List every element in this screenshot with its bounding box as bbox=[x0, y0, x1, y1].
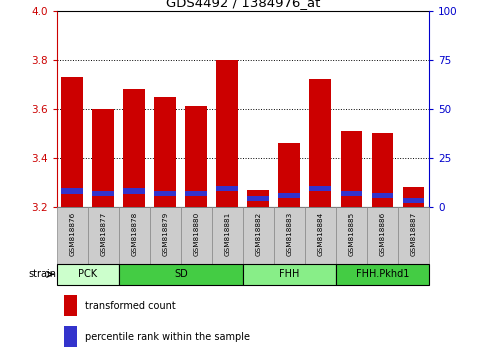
Bar bbox=[57, 207, 88, 264]
Text: percentile rank within the sample: percentile rank within the sample bbox=[85, 332, 249, 342]
Bar bbox=[61, 188, 83, 194]
Title: GDS4492 / 1384976_at: GDS4492 / 1384976_at bbox=[166, 0, 320, 10]
Text: FHH.Pkhd1: FHH.Pkhd1 bbox=[355, 269, 409, 279]
Text: GSM818884: GSM818884 bbox=[317, 212, 323, 256]
Bar bbox=[64, 326, 77, 347]
Bar bbox=[61, 77, 83, 207]
Bar bbox=[154, 191, 176, 196]
Bar bbox=[341, 131, 362, 207]
Bar bbox=[336, 207, 367, 264]
Bar bbox=[92, 109, 114, 207]
Bar bbox=[123, 89, 145, 207]
Text: PCK: PCK bbox=[78, 269, 97, 279]
Bar bbox=[123, 188, 145, 194]
Bar bbox=[181, 207, 212, 264]
Bar bbox=[274, 207, 305, 264]
Bar bbox=[279, 193, 300, 199]
Text: GSM818881: GSM818881 bbox=[224, 212, 230, 256]
Bar bbox=[185, 107, 207, 207]
Bar bbox=[212, 207, 243, 264]
Bar bbox=[247, 190, 269, 207]
Bar bbox=[367, 207, 398, 264]
Text: GSM818882: GSM818882 bbox=[255, 212, 261, 256]
Text: transformed count: transformed count bbox=[85, 301, 176, 311]
Text: SD: SD bbox=[174, 269, 188, 279]
Bar bbox=[216, 186, 238, 191]
Bar bbox=[305, 207, 336, 264]
Bar bbox=[247, 195, 269, 201]
Bar bbox=[310, 186, 331, 191]
Text: GSM818885: GSM818885 bbox=[349, 212, 354, 256]
Bar bbox=[403, 188, 424, 207]
Bar bbox=[279, 143, 300, 207]
Bar bbox=[403, 198, 424, 204]
Bar bbox=[341, 191, 362, 196]
Bar bbox=[372, 133, 393, 207]
Text: GSM818883: GSM818883 bbox=[286, 212, 292, 256]
Bar bbox=[92, 191, 114, 196]
Bar bbox=[64, 295, 77, 316]
Bar bbox=[119, 264, 243, 285]
Text: GSM818879: GSM818879 bbox=[162, 212, 168, 256]
Text: GSM818877: GSM818877 bbox=[100, 212, 106, 256]
Bar bbox=[154, 97, 176, 207]
Bar bbox=[185, 191, 207, 196]
Bar bbox=[216, 60, 238, 207]
Bar bbox=[372, 193, 393, 199]
Text: GSM818886: GSM818886 bbox=[380, 212, 386, 256]
Bar bbox=[57, 264, 119, 285]
Bar bbox=[398, 207, 429, 264]
Bar bbox=[88, 207, 119, 264]
Bar bbox=[119, 207, 150, 264]
Bar bbox=[336, 264, 429, 285]
Bar bbox=[310, 79, 331, 207]
Text: GSM818878: GSM818878 bbox=[131, 212, 137, 256]
Text: strain: strain bbox=[28, 269, 56, 279]
Bar bbox=[150, 207, 181, 264]
Text: GSM818880: GSM818880 bbox=[193, 212, 199, 256]
Text: GSM818876: GSM818876 bbox=[69, 212, 75, 256]
Text: FHH: FHH bbox=[279, 269, 300, 279]
Text: GSM818887: GSM818887 bbox=[410, 212, 417, 256]
Bar bbox=[243, 207, 274, 264]
Bar bbox=[243, 264, 336, 285]
